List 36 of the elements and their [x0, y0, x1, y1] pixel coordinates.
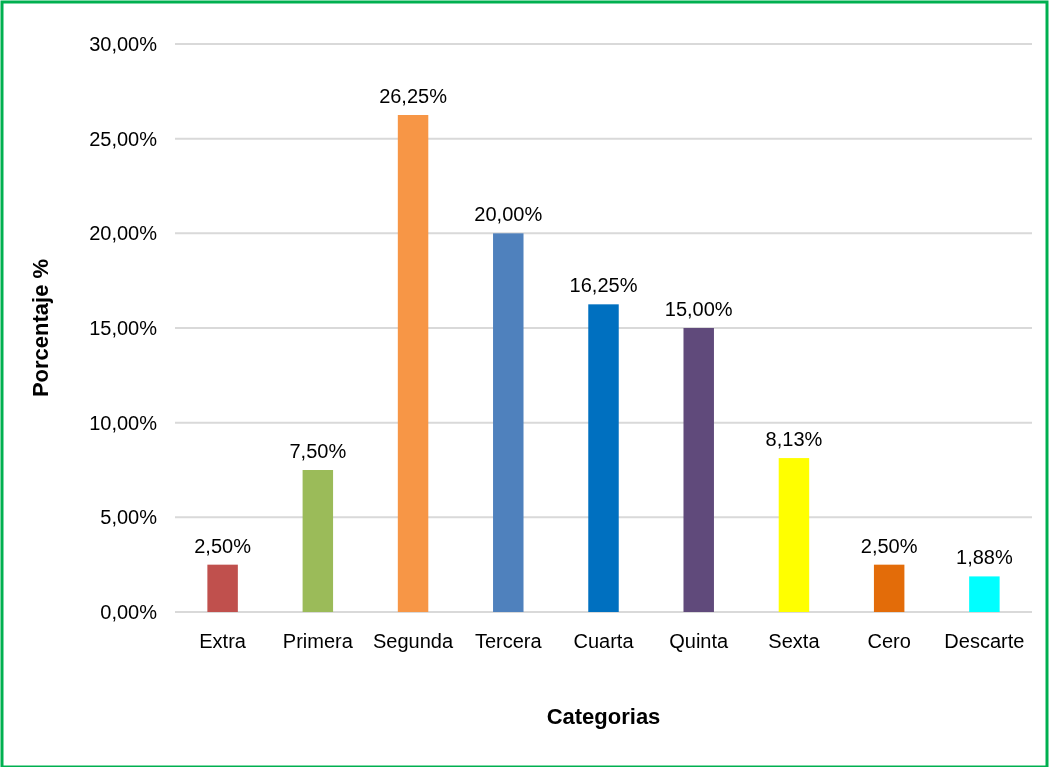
- bar: [969, 576, 1000, 612]
- data-label: 1,88%: [956, 546, 1013, 569]
- x-tick-label: Quinta: [669, 630, 730, 652]
- bar: [778, 458, 810, 612]
- data-label: 26,25%: [379, 85, 448, 107]
- y-tick-label: 30,00%: [89, 33, 158, 55]
- bar: [302, 470, 334, 612]
- bar: [873, 564, 905, 612]
- y-axis-title: Porcentaje %: [28, 258, 53, 398]
- x-tick-label: Cero: [867, 630, 911, 652]
- data-label: 2,50%: [194, 534, 252, 557]
- x-tick-label: Sexta: [768, 630, 821, 652]
- data-label: 15,00%: [664, 298, 733, 320]
- bar: [588, 304, 619, 612]
- data-label: 8,13%: [765, 428, 823, 451]
- data-label: 2,50%: [860, 534, 918, 557]
- bar: [397, 115, 429, 612]
- y-tick-label: 15,00%: [89, 317, 158, 339]
- x-tick-label: Segunda: [373, 630, 454, 652]
- data-label: 16,25%: [569, 274, 638, 297]
- x-axis-title: Categorias: [546, 704, 661, 729]
- bar: [493, 233, 524, 612]
- data-label: 7,50%: [289, 440, 347, 462]
- x-tick-label: Descarte: [944, 630, 1025, 652]
- bar: [207, 564, 238, 612]
- x-tick-label: Tercera: [474, 630, 543, 652]
- y-tick-label: 25,00%: [89, 127, 158, 150]
- y-tick-label: 10,00%: [89, 411, 158, 434]
- data-label: 20,00%: [474, 203, 543, 226]
- x-tick-label: Cuarta: [573, 630, 635, 652]
- x-tick-label: Primera: [282, 630, 354, 652]
- y-tick-label: 5,00%: [100, 506, 158, 529]
- x-tick-label: Extra: [199, 630, 247, 652]
- y-tick-label: 0,00%: [100, 601, 158, 623]
- bar: [683, 328, 714, 612]
- y-tick-label: 20,00%: [89, 222, 158, 245]
